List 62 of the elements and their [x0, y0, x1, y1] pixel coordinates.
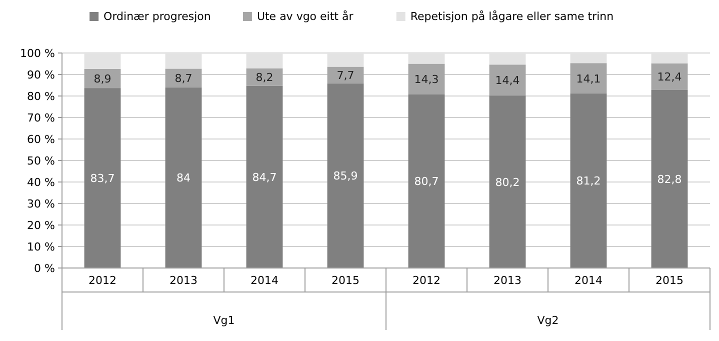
- text: Vg1: [213, 314, 235, 327]
- bar: [327, 83, 364, 268]
- bar: [651, 53, 688, 64]
- y-tick-label: 10 %: [27, 240, 55, 254]
- data-label: 12,4: [657, 70, 682, 84]
- bar: [651, 63, 688, 90]
- bar: [489, 96, 526, 268]
- y-tick-label: 30 %: [27, 198, 55, 210]
- data-label: 82,8: [657, 172, 682, 186]
- bar: [408, 94, 445, 268]
- bar: [570, 53, 607, 64]
- bar: [84, 88, 121, 268]
- x-tick-label: 2014: [574, 274, 602, 287]
- data-label: 14,3: [414, 73, 439, 86]
- y-tick-label: 60 %: [27, 133, 55, 146]
- text: Vg2: [537, 314, 559, 327]
- x-tick-label: 2014: [250, 274, 278, 287]
- bar: [408, 64, 445, 94]
- bar: [489, 64, 526, 96]
- bar: [246, 86, 283, 268]
- x-tick-label: 2013: [494, 274, 522, 287]
- legend-label: Repetisjon på lågare eller same trinn: [410, 10, 614, 23]
- y-tick-label: 70 %: [27, 112, 55, 124]
- y-tick-label: 90 %: [27, 68, 55, 82]
- bar: [165, 53, 202, 69]
- y-tick-label: 0 %: [34, 262, 55, 275]
- x-tick-label: 2015: [656, 274, 684, 287]
- data-label: 14,1: [576, 72, 601, 86]
- data-label: 8,2: [256, 71, 274, 84]
- x-tick-label: 2015: [332, 274, 360, 287]
- bar: [246, 53, 283, 68]
- y-tick-label: 20 %: [27, 219, 55, 232]
- bar: [570, 63, 607, 94]
- bar: [570, 93, 607, 268]
- data-label: 14,4: [495, 74, 520, 88]
- data-label: 80,7: [414, 175, 439, 188]
- x-tick-label: 2012: [88, 274, 116, 287]
- bar: [165, 68, 202, 88]
- bar: [84, 53, 121, 69]
- x-tick-label: 2013: [170, 274, 198, 287]
- data-label: 81,2: [576, 174, 601, 188]
- bar: [489, 53, 526, 65]
- data-label: 84,7: [252, 170, 277, 184]
- data-label: 7,7: [336, 69, 354, 82]
- y-tick-label: 80 %: [27, 90, 55, 103]
- bar: [327, 66, 364, 84]
- bar: [651, 90, 688, 268]
- bar: [408, 53, 445, 64]
- data-label: 80,2: [495, 176, 520, 189]
- data-label: 8,9: [94, 72, 112, 86]
- data-label: 8,7: [174, 72, 192, 86]
- y-tick-label: 40 %: [27, 176, 55, 189]
- x-tick-label: 2012: [412, 274, 440, 287]
- data-label: 83,7: [90, 172, 115, 186]
- bar: [327, 53, 364, 67]
- legend-label: Ordinær progresjon: [104, 10, 211, 23]
- data-label: 85,9: [333, 170, 358, 183]
- data-label: 84: [176, 172, 190, 185]
- legend-label: Ute av vgo eitt år: [256, 10, 354, 23]
- y-tick-label: 50 %: [27, 154, 55, 168]
- bar: [165, 87, 202, 268]
- y-tick-label: 100 %: [20, 47, 55, 60]
